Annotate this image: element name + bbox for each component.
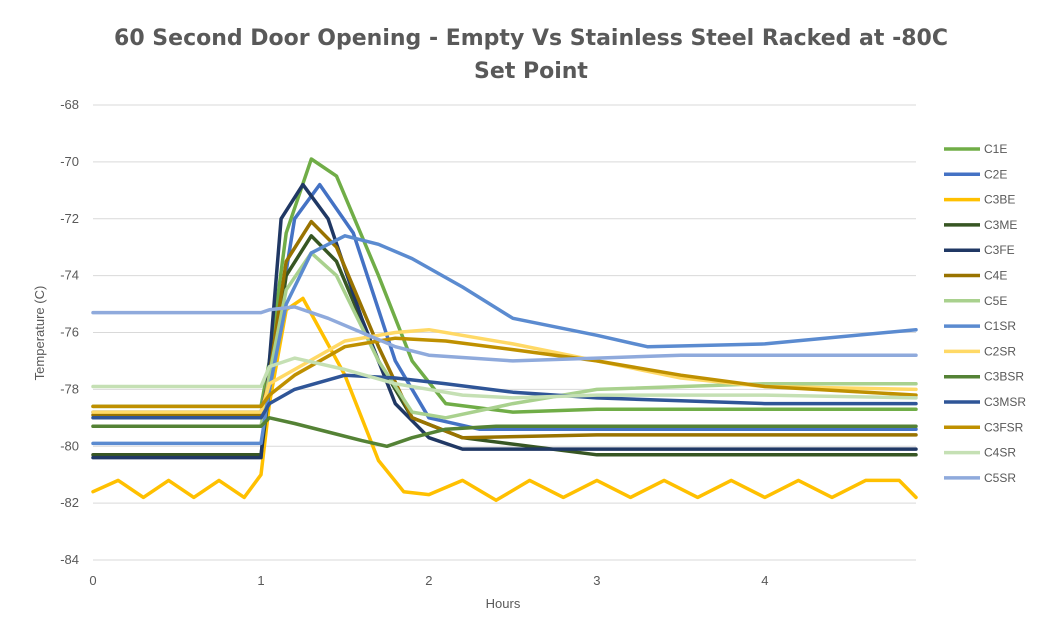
chart-subtitle: Set Point bbox=[474, 59, 588, 84]
legend-label: C5SR bbox=[984, 471, 1016, 485]
legend-label: C3BE bbox=[984, 193, 1015, 207]
legend-label: C3FSR bbox=[984, 420, 1024, 434]
legend-item-c5sr: C5SR bbox=[944, 471, 1016, 485]
series-line-c3fsr bbox=[91, 336, 918, 409]
legend-label: C2SR bbox=[984, 344, 1016, 358]
legend-item-c1e: C1E bbox=[944, 142, 1007, 156]
y-tick-label: -70 bbox=[60, 154, 79, 169]
y-tick-label: -68 bbox=[60, 97, 79, 112]
series-line-c4sr bbox=[91, 356, 918, 400]
x-axis-label: Hours bbox=[486, 596, 521, 611]
legend-label: C1E bbox=[984, 142, 1007, 156]
legend-label: C3MSR bbox=[984, 395, 1026, 409]
series-line-c2sr bbox=[91, 327, 918, 414]
legend: C1E C2E C3BE C3ME C3FE C4E C5E C1SR C2SR C3BSR C3M… bbox=[944, 142, 1026, 485]
y-tick-label: -82 bbox=[60, 495, 79, 510]
legend-label: C4E bbox=[984, 269, 1007, 283]
series-line-c3bsr bbox=[91, 416, 918, 449]
series-line-c3msr bbox=[91, 373, 918, 420]
legend-item-c2e: C2E bbox=[944, 167, 1007, 181]
legend-item-c1sr: C1SR bbox=[944, 319, 1016, 333]
x-tick-labels: 0 1 2 3 4 bbox=[89, 573, 768, 588]
legend-item-c2sr: C2SR bbox=[944, 344, 1016, 358]
x-tick-label: 1 bbox=[257, 573, 264, 588]
y-tick-label: -80 bbox=[60, 438, 79, 453]
legend-item-c3bsr: C3BSR bbox=[944, 370, 1024, 384]
legend-item-c5e: C5E bbox=[944, 294, 1007, 308]
legend-item-c3me: C3ME bbox=[944, 218, 1017, 232]
x-tick-label: 2 bbox=[425, 573, 432, 588]
x-tick-label: 0 bbox=[89, 573, 96, 588]
legend-label: C3FE bbox=[984, 243, 1015, 257]
legend-item-c3fe: C3FE bbox=[944, 243, 1015, 257]
series-line-c1sr bbox=[91, 234, 918, 446]
series-layer bbox=[91, 157, 918, 503]
y-tick-label: -84 bbox=[60, 552, 79, 567]
x-tick-label: 3 bbox=[593, 573, 600, 588]
series-line-c3be bbox=[91, 296, 918, 503]
y-tick-label: -74 bbox=[60, 268, 79, 283]
legend-label: C3BSR bbox=[984, 370, 1024, 384]
legend-label: C5E bbox=[984, 294, 1007, 308]
x-tick-label: 4 bbox=[761, 573, 768, 588]
legend-item-c3be: C3BE bbox=[944, 193, 1015, 207]
legend-label: C2E bbox=[984, 167, 1007, 181]
legend-item-c3msr: C3MSR bbox=[944, 395, 1026, 409]
legend-item-c4sr: C4SR bbox=[944, 446, 1016, 460]
y-axis-label: Temperature (C) bbox=[32, 286, 47, 381]
legend-label: C4SR bbox=[984, 446, 1016, 460]
series-line-c5e bbox=[91, 251, 918, 429]
chart-title: 60 Second Door Opening - Empty Vs Stainl… bbox=[114, 26, 948, 51]
legend-item-c4e: C4E bbox=[944, 269, 1007, 283]
y-tick-label: -72 bbox=[60, 211, 79, 226]
legend-label: C1SR bbox=[984, 319, 1016, 333]
y-tick-label: -78 bbox=[60, 381, 79, 396]
y-tick-label: -76 bbox=[60, 325, 79, 340]
legend-label: C3ME bbox=[984, 218, 1017, 232]
y-tick-labels: -68 -70 -72 -74 -76 -78 -80 -82 -84 bbox=[60, 97, 79, 567]
series-line-c5sr bbox=[91, 305, 918, 363]
series-line-c3fe bbox=[91, 182, 918, 460]
legend-item-c3fsr: C3FSR bbox=[944, 420, 1024, 434]
